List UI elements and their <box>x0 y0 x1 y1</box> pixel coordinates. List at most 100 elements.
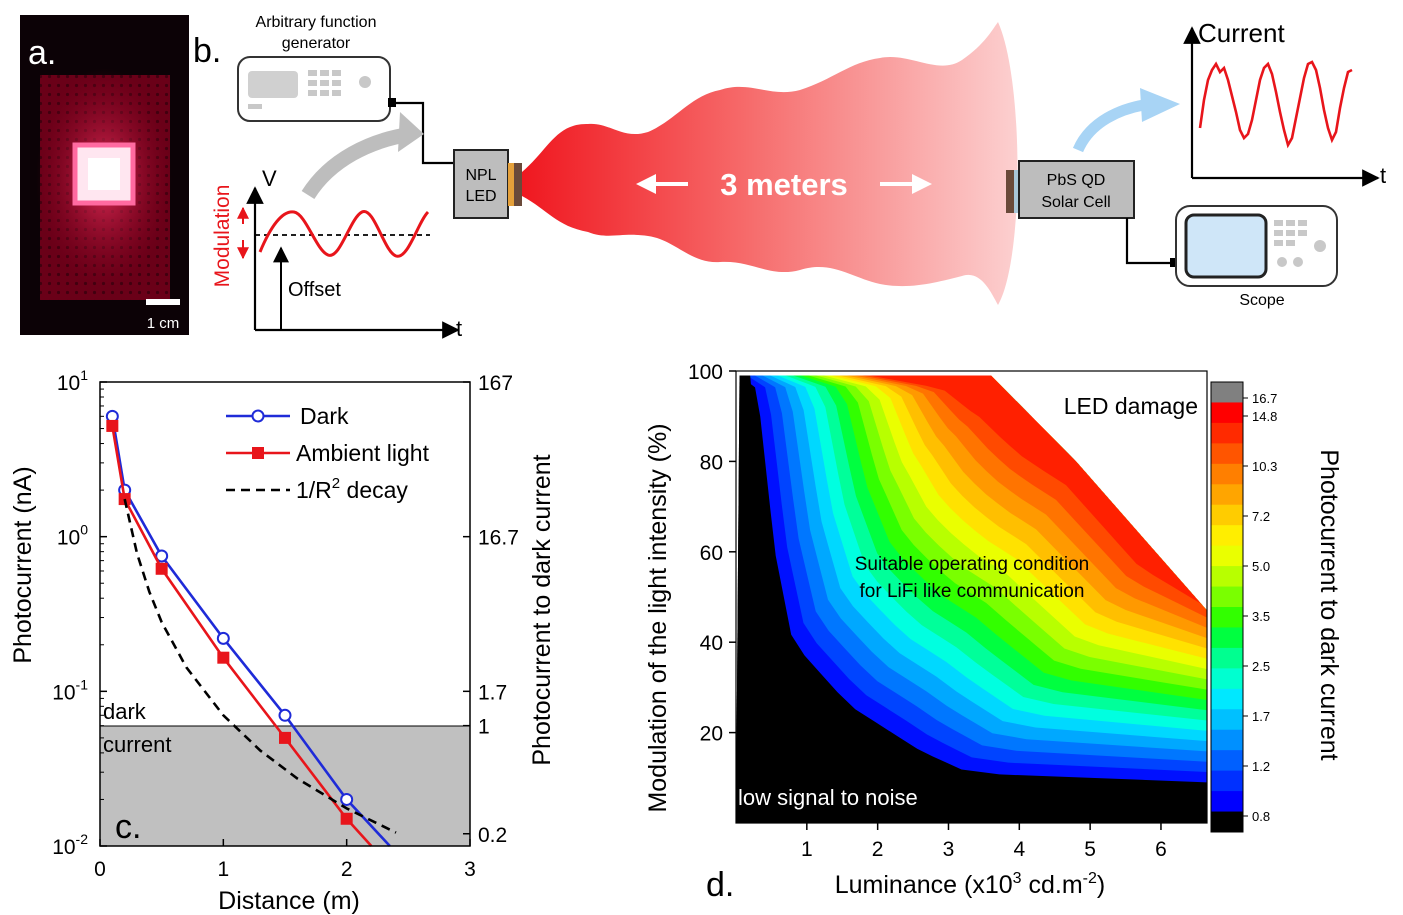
colorbar-tick-label: 1.2 <box>1252 759 1270 774</box>
panel-a: a. 1 cm <box>20 15 189 335</box>
c-x-tick-label: 1 <box>217 858 229 881</box>
colorbar-swatch <box>1211 566 1243 588</box>
afg-label-line-2: generator <box>282 35 351 52</box>
c-right-tick-label: 1 <box>478 716 490 739</box>
series-line-decay <box>123 498 397 834</box>
heatmap-low-snr-region <box>736 375 1207 823</box>
c-x-tick-label: 2 <box>341 858 353 881</box>
offset-label: Offset <box>288 279 341 301</box>
c-y-tick-label: 101 <box>57 367 88 395</box>
npl-led-box: NPL LED <box>453 149 522 219</box>
panel-letter-d: d. <box>706 866 734 904</box>
colorbar-swatch <box>1211 709 1243 731</box>
panel-d: 1 2 3 4 5 6 20 40 60 80 100 16.7 14.8 10.3 7.2 5.0 3.5 2… <box>644 361 1343 904</box>
c-x-tick-label: 0 <box>94 858 106 881</box>
colorbar-swatch <box>1211 729 1243 751</box>
colorbar-swatch <box>1211 525 1243 547</box>
colorbar-swatch <box>1211 770 1243 792</box>
colorbar-swatch <box>1211 791 1243 813</box>
d-y-tick-label: 40 <box>700 632 723 655</box>
point-dark <box>278 708 292 722</box>
panel-c-x-label: Distance (m) <box>218 887 360 915</box>
afg-label-line-1: Arbitrary function <box>256 14 377 31</box>
colorbar-swatch <box>1211 504 1243 526</box>
d-y-tick-label: 20 <box>700 723 723 746</box>
colorbar-swatch <box>1211 688 1243 710</box>
d-y-tick-label: 80 <box>700 451 723 474</box>
colorbar-swatch <box>1211 443 1243 465</box>
dark-current-label-1: dark <box>103 699 147 724</box>
panel-c-series <box>105 409 397 847</box>
legend-marker-dark <box>251 409 265 423</box>
distance-label: 3 meters <box>720 167 848 202</box>
modulation-label: Modulation <box>211 185 234 288</box>
colorbar-swatch <box>1211 647 1243 669</box>
legend-label-decay: 1/R2 decay <box>296 475 408 503</box>
cell-label-line-1: PbS QD <box>1047 172 1106 189</box>
panel-letter-c: c. <box>115 808 141 846</box>
current-waveform <box>1198 60 1353 149</box>
point-ambient <box>106 419 119 432</box>
d-x-tick-label: 3 <box>943 838 955 861</box>
c-right-tick-label: 167 <box>478 372 513 395</box>
d-x-tick-label: 6 <box>1155 838 1167 861</box>
scale-bar <box>146 299 180 305</box>
colorbar-swatch <box>1211 627 1243 649</box>
panel-letter-a: a. <box>28 34 56 72</box>
panel-d-heatmap <box>736 371 1207 823</box>
led-label-line-2: LED <box>465 188 496 205</box>
scale-bar-label: 1 cm <box>147 315 180 332</box>
mod-axis-v: V <box>262 166 277 191</box>
colorbar-tick-label: 3.5 <box>1252 609 1270 624</box>
point-dark <box>216 631 230 645</box>
colorbar-tick-label: 5.0 <box>1252 559 1270 574</box>
colorbar-swatch <box>1211 607 1243 628</box>
colorbar-swatch <box>1211 750 1243 772</box>
current-inset: Current t <box>1183 18 1386 188</box>
dark-current-band <box>100 726 470 846</box>
point-ambient <box>217 651 230 664</box>
legend-label-ambient: Ambient light <box>296 440 430 466</box>
colorbar-tick-label: 14.8 <box>1252 409 1277 424</box>
scope-label: Scope <box>1239 292 1284 309</box>
panel-c-frame <box>99 381 471 847</box>
current-label: Current <box>1198 18 1285 48</box>
d-x-tick-label: 1 <box>801 838 813 861</box>
pbs-qd-solar-cell-box: PbS QD Solar Cell <box>1006 160 1135 219</box>
gray-curved-arrow <box>301 126 414 200</box>
colorbar-frame <box>1210 381 1244 833</box>
panel-c: dark current 0 1 2 3 101 100 10-1 10-2 167 16.7 1.… <box>9 367 556 915</box>
panel-letter-b: b. <box>193 32 221 70</box>
colorbar-tick-label: 10.3 <box>1252 459 1277 474</box>
c-x-tick-label: 3 <box>464 858 476 881</box>
colorbar-swatch <box>1211 586 1243 608</box>
point-ambient <box>340 812 353 825</box>
point-ambient <box>118 493 131 506</box>
colorbar-swatch <box>1211 382 1243 403</box>
c-right-tick-label: 1.7 <box>478 681 507 704</box>
colorbar-swatch <box>1211 484 1243 506</box>
led-label-line-1: NPL <box>465 167 496 184</box>
annotation-led-damage: LED damage <box>1064 393 1198 419</box>
modulation-wave <box>258 210 430 258</box>
c-right-tick-label: 0.2 <box>478 824 507 847</box>
point-ambient <box>155 562 168 575</box>
colorbar-tick-label: 0.8 <box>1252 809 1270 824</box>
colorbar-tick-label: 1.7 <box>1252 709 1270 724</box>
colorbar-tick-label: 2.5 <box>1252 659 1270 674</box>
point-dark <box>340 792 354 806</box>
colorbar-tick-label: 7.2 <box>1252 509 1270 524</box>
panel-c-legend: Dark Ambient light 1/R2 decay <box>226 403 430 503</box>
panel-d-frame <box>735 370 1208 824</box>
colorbar-swatch <box>1211 545 1243 567</box>
cell-label-line-2: Solar Cell <box>1041 194 1110 211</box>
panel-d-axes: 1 2 3 4 5 6 20 40 60 80 100 <box>688 361 1208 861</box>
dark-current-label-2: current <box>103 732 171 757</box>
d-x-tick-label: 2 <box>872 838 884 861</box>
panel-d-y-label: Modulation of the light intensity (%) <box>644 423 672 812</box>
c-y-tick-label: 100 <box>57 522 88 550</box>
modulation-inset: V t Offset Modulation <box>211 112 462 341</box>
annotation-suitable-line-1: Suitable operating condition <box>855 554 1090 575</box>
mod-axis-t: t <box>456 316 462 341</box>
